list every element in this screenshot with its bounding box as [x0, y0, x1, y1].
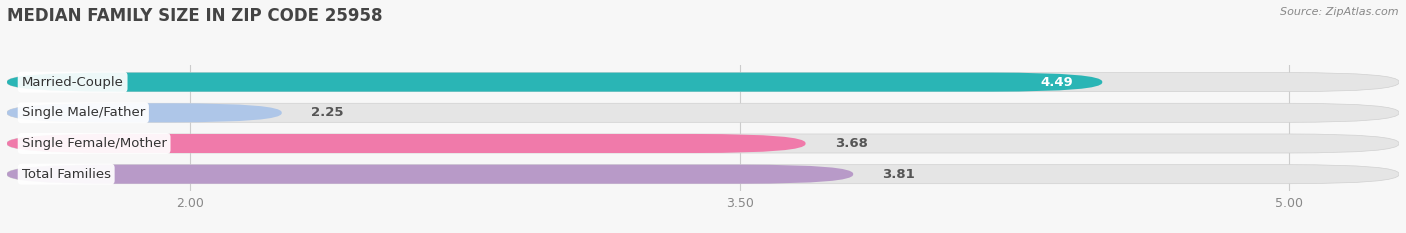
Text: 2.25: 2.25	[311, 106, 343, 119]
Text: 3.81: 3.81	[883, 168, 915, 181]
Text: 4.49: 4.49	[1040, 76, 1073, 89]
FancyBboxPatch shape	[7, 103, 1399, 122]
FancyBboxPatch shape	[7, 134, 806, 153]
Text: Single Male/Father: Single Male/Father	[21, 106, 145, 119]
Text: MEDIAN FAMILY SIZE IN ZIP CODE 25958: MEDIAN FAMILY SIZE IN ZIP CODE 25958	[7, 7, 382, 25]
FancyBboxPatch shape	[7, 73, 1399, 92]
FancyBboxPatch shape	[7, 165, 853, 184]
FancyBboxPatch shape	[7, 165, 1399, 184]
Text: Total Families: Total Families	[21, 168, 111, 181]
Text: Single Female/Mother: Single Female/Mother	[21, 137, 166, 150]
FancyBboxPatch shape	[7, 134, 1399, 153]
FancyBboxPatch shape	[7, 103, 281, 122]
Text: Married-Couple: Married-Couple	[21, 76, 124, 89]
FancyBboxPatch shape	[7, 73, 1102, 92]
Text: 3.68: 3.68	[835, 137, 868, 150]
Text: Source: ZipAtlas.com: Source: ZipAtlas.com	[1281, 7, 1399, 17]
